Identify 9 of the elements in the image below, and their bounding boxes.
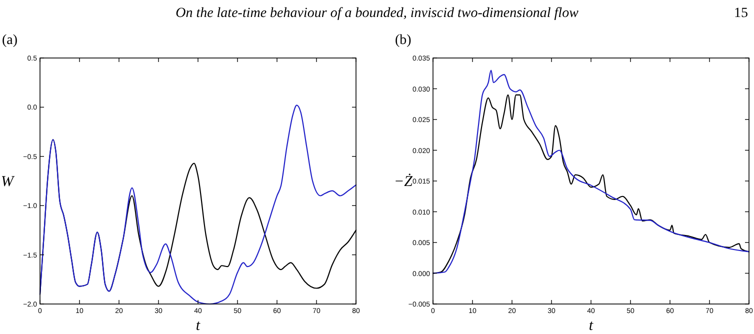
x-axis-title: t xyxy=(196,318,201,334)
y-axis-title: W xyxy=(1,174,15,190)
line-series xyxy=(39,104,357,305)
x-axis-title: t xyxy=(588,318,594,334)
text: 15 xyxy=(734,6,748,21)
text: On the late-time behaviour of a bounded, inviscid two-dimensional flow xyxy=(176,6,580,21)
y-axis-title: −Ż xyxy=(394,173,414,190)
chart-title: (a) xyxy=(2,33,18,48)
chart-title: (b) xyxy=(395,33,412,48)
